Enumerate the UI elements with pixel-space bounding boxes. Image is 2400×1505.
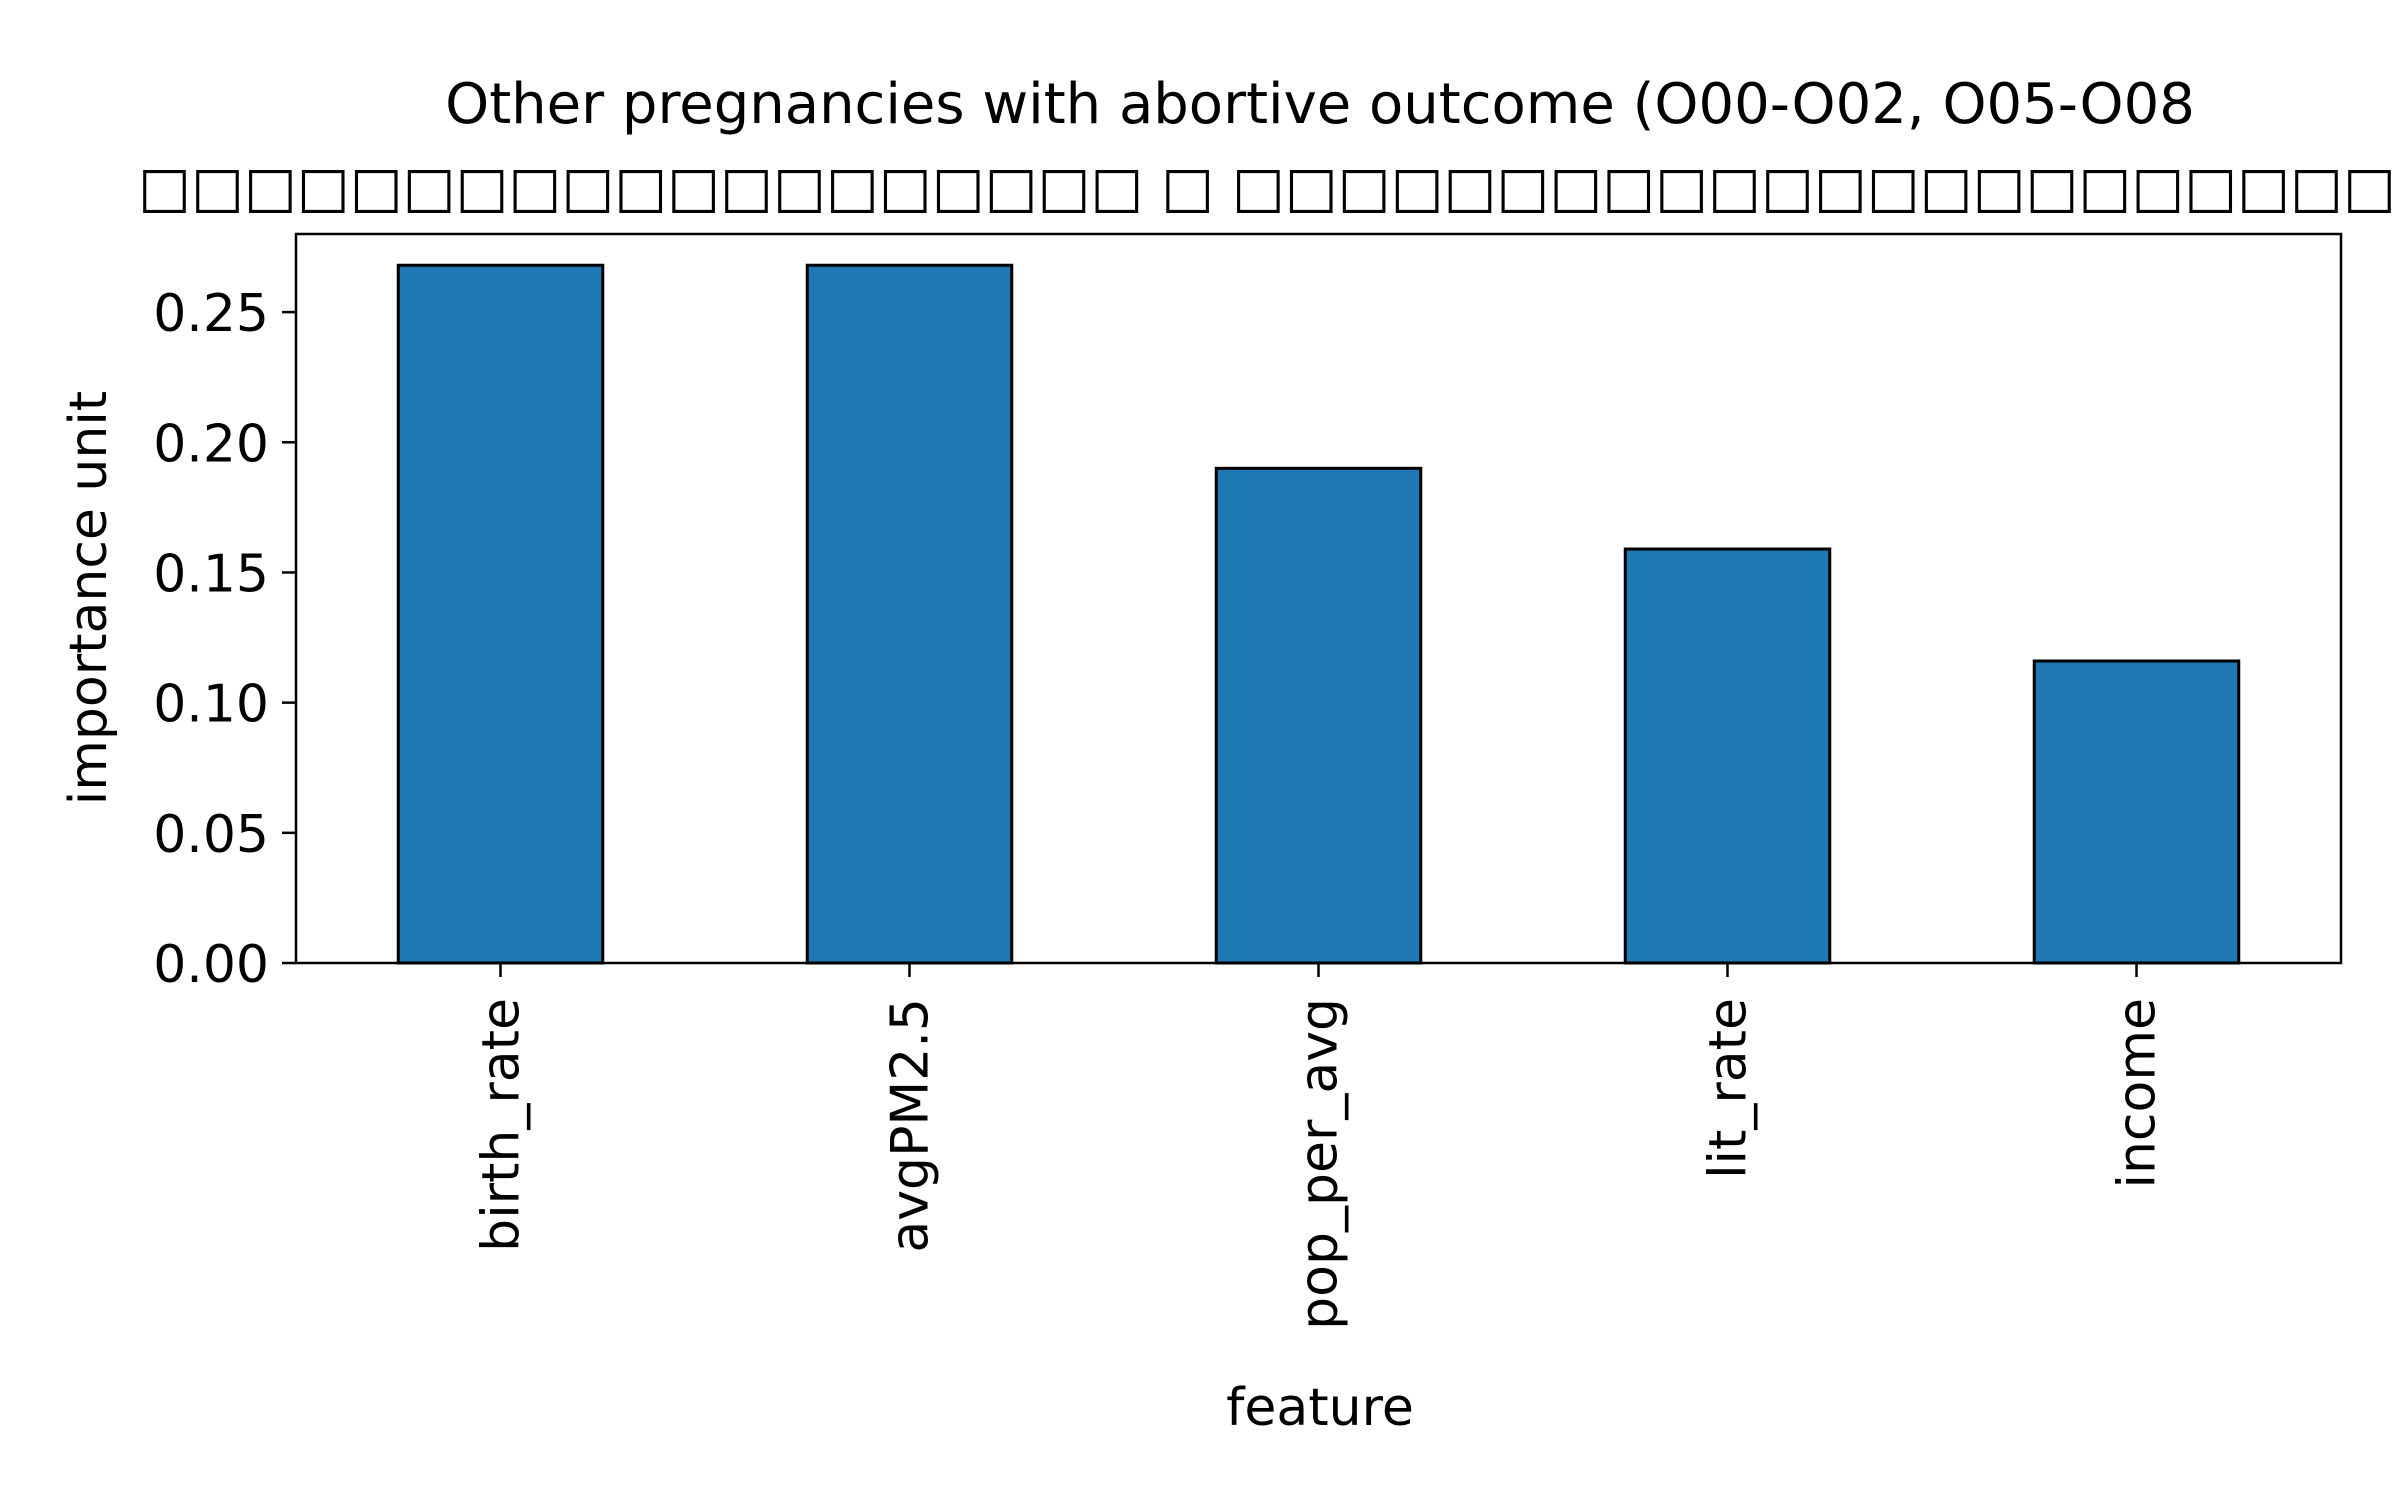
plot-area: birth_rate avgPM2.5 pop_per_avg lit_rate inc… xyxy=(153,232,2343,1330)
x-tick-label: avgPM2.5 xyxy=(881,998,941,1253)
chart-subtitle: □□□□□□□□□□□□□□□□□□□ □ □□□□□□□□□□□□□□□□□□… xyxy=(138,155,2400,220)
y-tick-label: 0.00 xyxy=(153,935,269,995)
y-axis-label: importance unit xyxy=(59,391,119,805)
y-tick-label: 0.15 xyxy=(153,544,269,604)
bar-lit-rate xyxy=(1623,547,1832,965)
x-tick-label: income xyxy=(2108,998,2168,1188)
chart-title: Other pregnancies with abortive outcome … xyxy=(445,72,2195,137)
bar-avgpm2-5 xyxy=(805,263,1014,965)
x-tick-label: pop_per_avg xyxy=(1290,998,1350,1330)
y-tick-label: 0.10 xyxy=(153,675,269,735)
y-tick-label: 0.20 xyxy=(153,414,269,474)
y-tick-label: 0.25 xyxy=(153,284,269,344)
bar-pop-per-avg xyxy=(1214,466,1423,965)
plot-frame xyxy=(294,232,2343,965)
y-tick-label: 0.05 xyxy=(153,805,269,865)
x-axis-label: feature xyxy=(1226,1378,1414,1438)
x-tick-label: birth_rate xyxy=(472,998,532,1252)
bar-birth-rate xyxy=(396,263,605,965)
x-tick-label: lit_rate xyxy=(1699,998,1759,1179)
bar-income xyxy=(2032,659,2241,965)
